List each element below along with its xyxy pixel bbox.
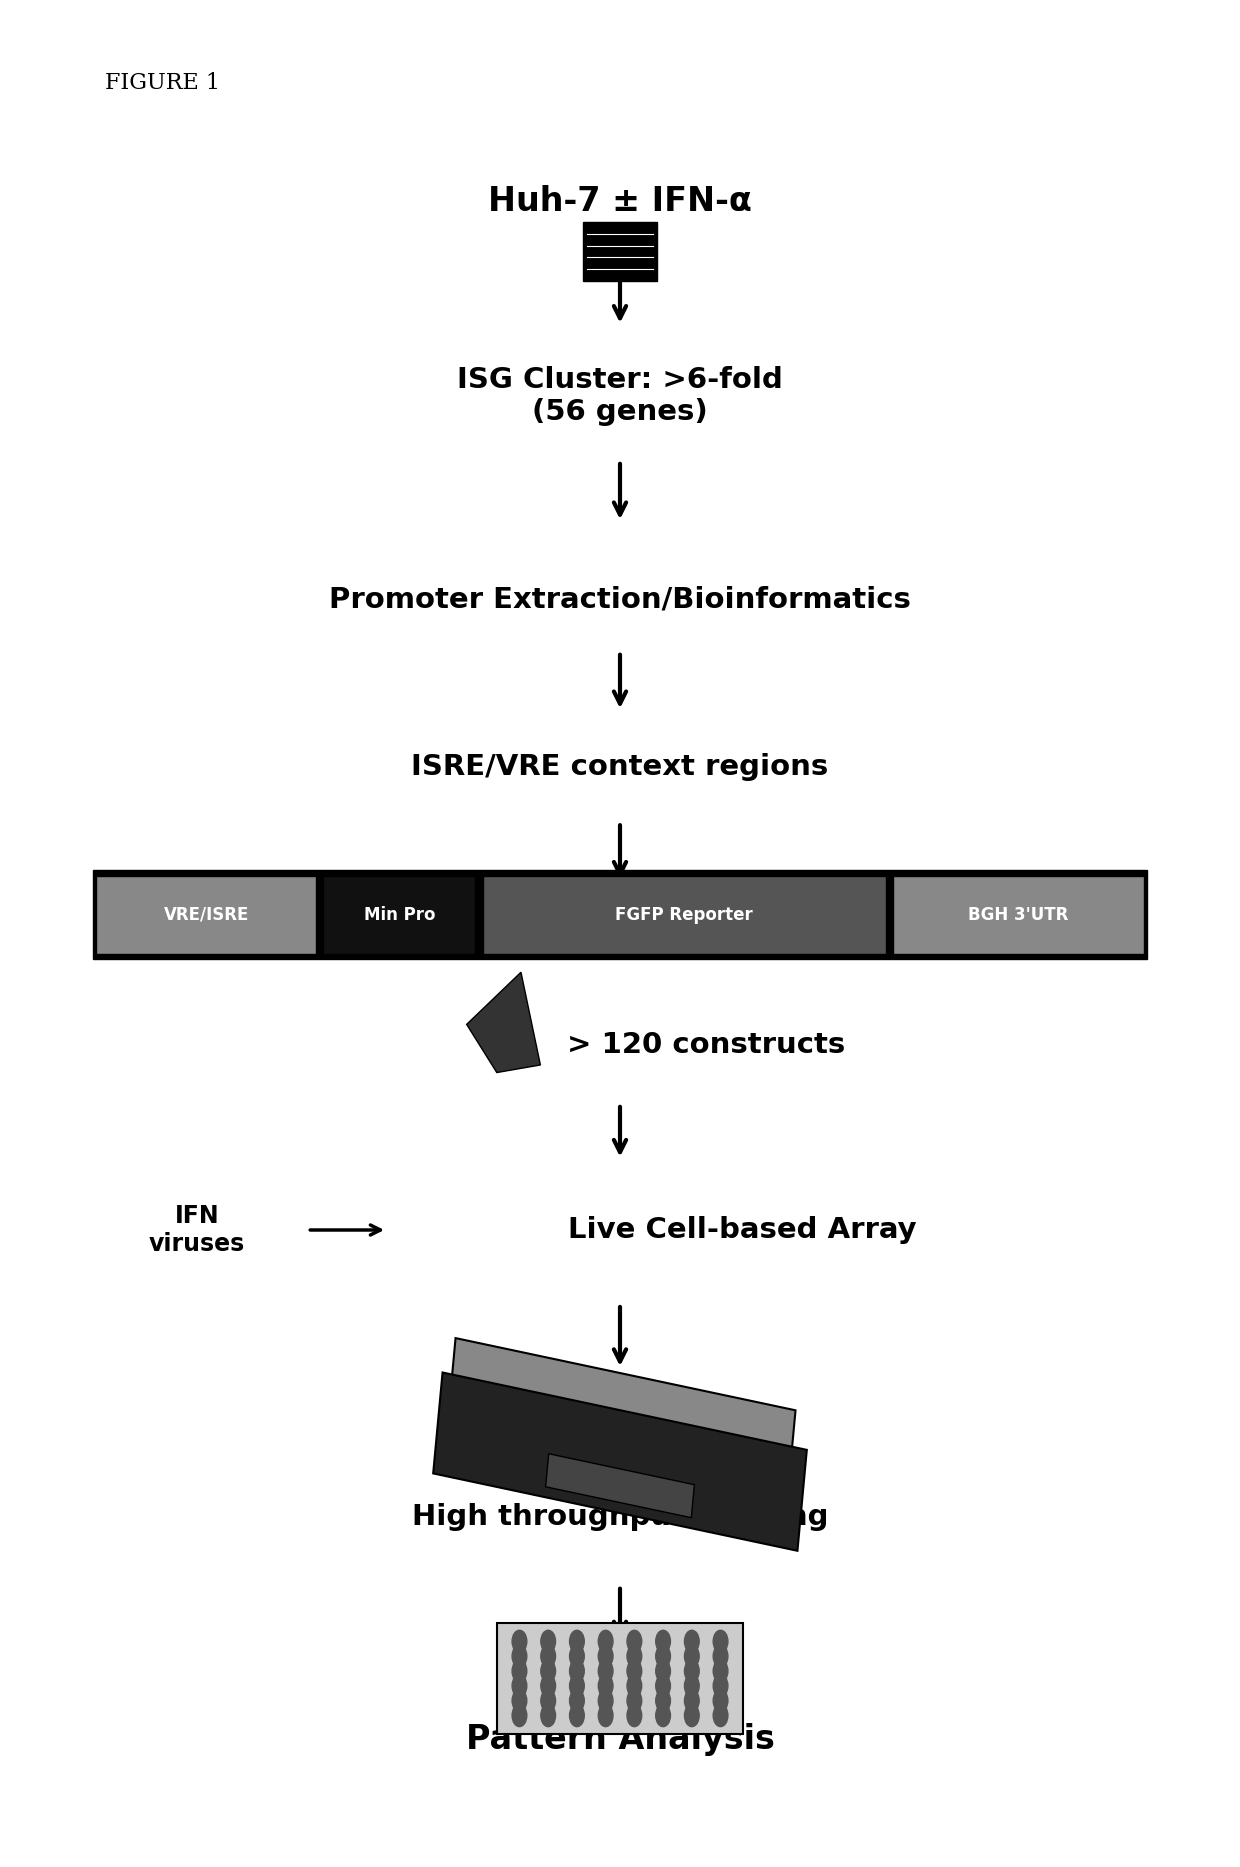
Circle shape <box>569 1630 584 1652</box>
Polygon shape <box>433 1372 807 1551</box>
Polygon shape <box>546 1454 694 1518</box>
Text: High throughput Imaging: High throughput Imaging <box>412 1503 828 1531</box>
Polygon shape <box>444 1339 796 1529</box>
Circle shape <box>512 1645 527 1667</box>
Circle shape <box>656 1660 671 1682</box>
Bar <box>324 876 475 954</box>
Text: FGFP Reporter: FGFP Reporter <box>615 905 753 924</box>
Circle shape <box>684 1675 699 1697</box>
Circle shape <box>713 1675 728 1697</box>
Circle shape <box>627 1675 642 1697</box>
Circle shape <box>569 1645 584 1667</box>
Circle shape <box>512 1675 527 1697</box>
Circle shape <box>512 1705 527 1727</box>
Text: Promoter Extraction/Bioinformatics: Promoter Extraction/Bioinformatics <box>329 586 911 614</box>
Circle shape <box>656 1630 671 1652</box>
Text: IFN
viruses: IFN viruses <box>149 1204 246 1256</box>
Circle shape <box>656 1705 671 1727</box>
Circle shape <box>541 1630 556 1652</box>
Bar <box>97 876 316 954</box>
Circle shape <box>569 1660 584 1682</box>
Text: BGH 3'UTR: BGH 3'UTR <box>968 905 1069 924</box>
Text: FIGURE 1: FIGURE 1 <box>105 71 219 93</box>
Circle shape <box>713 1660 728 1682</box>
Circle shape <box>598 1630 613 1652</box>
Circle shape <box>627 1660 642 1682</box>
Circle shape <box>656 1645 671 1667</box>
Circle shape <box>713 1705 728 1727</box>
Circle shape <box>684 1660 699 1682</box>
Text: Live Cell-based Array: Live Cell-based Array <box>568 1215 916 1243</box>
Text: Pattern Analysis: Pattern Analysis <box>465 1723 775 1757</box>
Circle shape <box>684 1630 699 1652</box>
Text: Huh-7 ± IFN-α: Huh-7 ± IFN-α <box>489 185 751 218</box>
Circle shape <box>627 1690 642 1712</box>
Circle shape <box>627 1705 642 1727</box>
Circle shape <box>598 1660 613 1682</box>
Bar <box>482 876 887 954</box>
Bar <box>93 870 1147 960</box>
Circle shape <box>684 1690 699 1712</box>
Circle shape <box>541 1660 556 1682</box>
Circle shape <box>713 1645 728 1667</box>
Circle shape <box>627 1645 642 1667</box>
Circle shape <box>684 1705 699 1727</box>
Text: ISRE/VRE context regions: ISRE/VRE context regions <box>412 752 828 780</box>
Circle shape <box>512 1690 527 1712</box>
Polygon shape <box>466 973 541 1072</box>
FancyBboxPatch shape <box>583 222 657 282</box>
Circle shape <box>512 1660 527 1682</box>
Circle shape <box>569 1705 584 1727</box>
Circle shape <box>512 1630 527 1652</box>
Circle shape <box>541 1645 556 1667</box>
Bar <box>894 876 1143 954</box>
Text: Min Pro: Min Pro <box>363 905 435 924</box>
Circle shape <box>541 1690 556 1712</box>
Circle shape <box>569 1675 584 1697</box>
Circle shape <box>598 1690 613 1712</box>
Circle shape <box>713 1690 728 1712</box>
Text: ISG Cluster: >6-fold
(56 genes): ISG Cluster: >6-fold (56 genes) <box>458 366 782 426</box>
Circle shape <box>656 1690 671 1712</box>
Circle shape <box>541 1675 556 1697</box>
Circle shape <box>598 1705 613 1727</box>
Circle shape <box>598 1645 613 1667</box>
Circle shape <box>656 1675 671 1697</box>
Bar <box>497 1622 743 1734</box>
Text: VRE/ISRE: VRE/ISRE <box>164 905 249 924</box>
Circle shape <box>627 1630 642 1652</box>
Circle shape <box>713 1630 728 1652</box>
Circle shape <box>569 1690 584 1712</box>
Circle shape <box>684 1645 699 1667</box>
Circle shape <box>541 1705 556 1727</box>
Text: > 120 constructs: > 120 constructs <box>567 1031 844 1059</box>
Circle shape <box>598 1675 613 1697</box>
